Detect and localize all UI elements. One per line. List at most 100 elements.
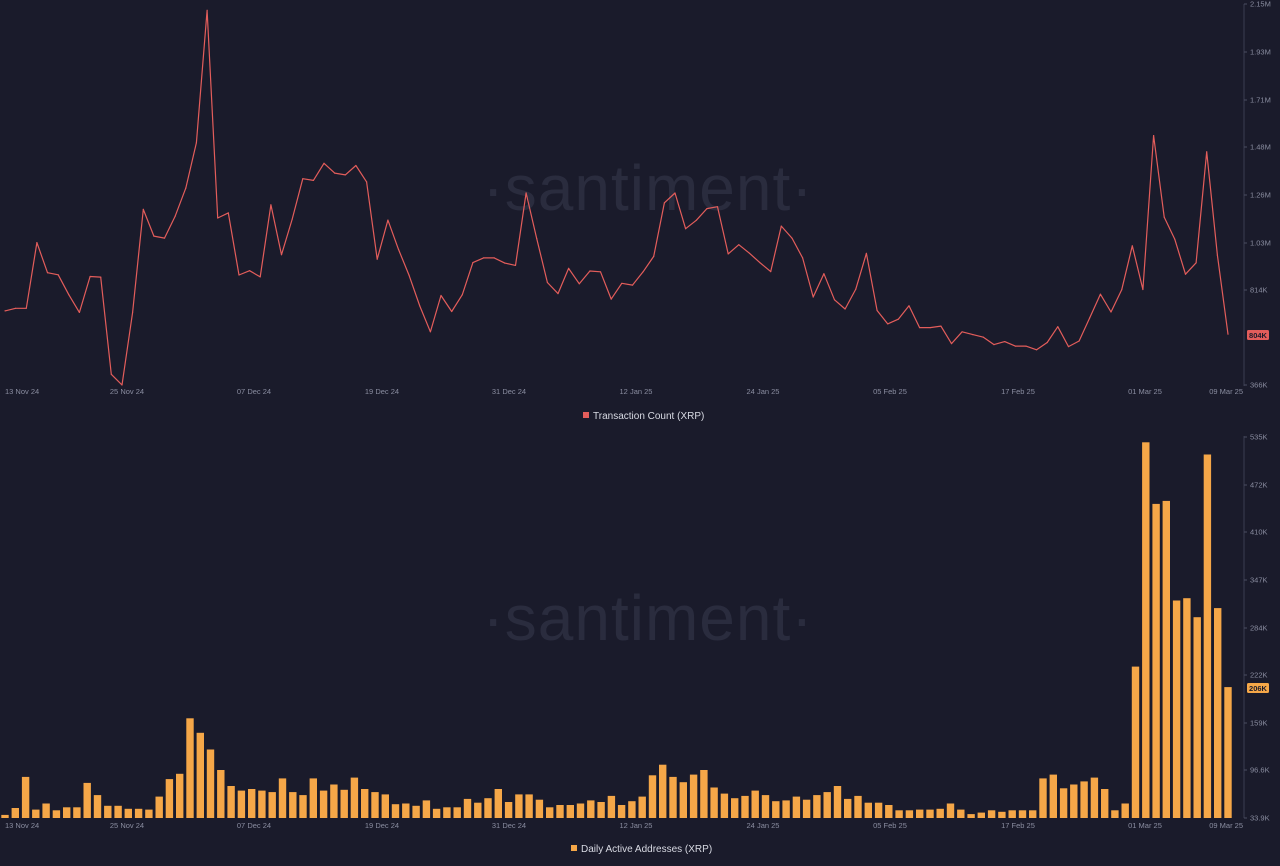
line-point <box>121 384 123 386</box>
bar <box>217 770 225 818</box>
bar <box>145 809 153 818</box>
bar <box>32 809 40 818</box>
bar <box>1049 774 1057 818</box>
bar <box>525 794 533 818</box>
bar <box>443 807 451 818</box>
bar <box>977 812 985 818</box>
line-point <box>46 272 49 274</box>
x-tick-label: 09 Mar 25 <box>1209 387 1243 396</box>
bar <box>854 795 862 818</box>
line-point <box>1184 273 1187 275</box>
line-point <box>802 257 804 259</box>
bar <box>1121 803 1129 818</box>
line-point <box>695 219 697 221</box>
line-point <box>270 204 272 206</box>
bar <box>597 802 605 818</box>
bar <box>412 805 420 818</box>
line-point <box>993 344 995 346</box>
bar <box>1193 617 1201 818</box>
line-point <box>982 336 985 338</box>
bar <box>391 804 400 818</box>
x-tick-label: 12 Jan 25 <box>620 821 653 830</box>
line-point <box>142 208 144 210</box>
y-tick-label: 410K <box>1250 528 1268 537</box>
bar <box>710 787 718 818</box>
x-tick-label: 17 Feb 25 <box>1001 821 1035 830</box>
bar <box>772 801 780 818</box>
line-point <box>493 257 495 259</box>
line-point <box>738 244 740 246</box>
bar <box>1080 781 1088 818</box>
line-point <box>387 219 389 221</box>
bar <box>751 790 759 818</box>
line-point <box>514 264 517 266</box>
line-point <box>1227 333 1229 335</box>
bar <box>700 770 708 818</box>
x-tick-label: 07 Dec 24 <box>237 387 271 396</box>
line-point <box>844 308 846 310</box>
last-value-badge: 804K <box>1247 330 1269 340</box>
y-tick-label: 1.71M <box>1250 96 1271 105</box>
line-point <box>940 325 942 327</box>
line-point <box>312 179 314 181</box>
y-tick-label: 347K <box>1250 576 1268 585</box>
line-point <box>323 162 325 164</box>
line-point <box>1163 216 1165 218</box>
line-point <box>238 274 240 276</box>
bar <box>319 790 328 818</box>
line-point <box>780 225 782 227</box>
bar <box>741 795 749 818</box>
line-point <box>908 305 910 307</box>
y-tick-label: 2.15M <box>1250 0 1271 9</box>
line-point <box>302 178 304 180</box>
bar <box>792 796 801 818</box>
line-point <box>759 262 761 264</box>
line-point <box>1216 254 1218 256</box>
y-tick-label: 1.03M <box>1250 239 1271 248</box>
y-tick-label: 472K <box>1250 481 1268 490</box>
line-point <box>887 323 889 325</box>
x-tick-label: 07 Dec 24 <box>237 821 271 830</box>
bar <box>165 779 174 818</box>
line-point <box>791 237 793 239</box>
bar <box>1203 454 1212 818</box>
line-point <box>1131 245 1133 247</box>
bar <box>350 777 359 818</box>
bar <box>237 790 246 818</box>
bar <box>1090 777 1099 818</box>
legend[interactable]: Transaction Count (XRP) <box>583 411 704 422</box>
bar <box>689 774 698 818</box>
y-tick-label: 366K <box>1250 381 1268 390</box>
x-tick-label: 24 Jan 25 <box>747 821 780 830</box>
bar <box>1070 784 1078 818</box>
line-point <box>291 218 293 221</box>
y-axis-ticks: 535K 472K 410K 347K 284K 222K 159K 96.6K 33.9K <box>1244 433 1270 823</box>
y-tick-label: 1.48M <box>1250 143 1271 152</box>
bar <box>248 789 256 818</box>
bar <box>11 808 19 818</box>
line-point <box>1099 293 1101 295</box>
bar <box>1008 810 1016 818</box>
daily-active-addresses-series <box>1 442 1232 818</box>
bar <box>371 792 379 818</box>
bar <box>926 809 934 818</box>
bar <box>628 801 636 818</box>
legend[interactable]: Daily Active Addresses (XRP) <box>571 844 712 855</box>
line-point <box>1046 341 1048 344</box>
line-point <box>15 307 17 309</box>
bar <box>731 798 739 818</box>
line-point <box>1110 311 1112 313</box>
watermark-top: ·santiment· <box>482 152 812 224</box>
line-point <box>1206 151 1208 153</box>
line-point <box>621 282 623 284</box>
line-point <box>440 294 442 297</box>
line-point <box>25 307 27 309</box>
line-point <box>504 262 506 264</box>
line-point <box>110 373 112 375</box>
x-tick-label: 24 Jan 25 <box>747 387 780 396</box>
line-point <box>429 331 431 333</box>
watermark-text: ·santiment· <box>482 582 813 654</box>
line-point <box>812 296 814 298</box>
bar <box>268 792 276 818</box>
bar <box>556 805 564 818</box>
